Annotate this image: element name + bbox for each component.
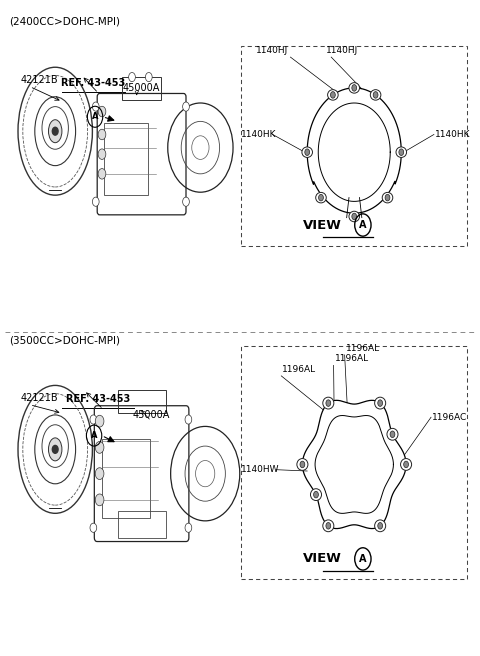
Ellipse shape: [370, 90, 381, 100]
Ellipse shape: [316, 192, 326, 203]
Text: 1140HJ: 1140HJ: [326, 46, 359, 55]
Circle shape: [52, 445, 58, 453]
Text: 42121B: 42121B: [20, 75, 58, 85]
Circle shape: [98, 106, 106, 117]
Text: 42121B: 42121B: [20, 394, 58, 403]
Circle shape: [385, 194, 390, 201]
Bar: [122, 77, 161, 100]
Ellipse shape: [375, 397, 386, 409]
Text: 1196AL: 1196AL: [346, 344, 380, 353]
Text: A: A: [359, 554, 367, 564]
Circle shape: [95, 468, 104, 480]
Ellipse shape: [311, 489, 322, 501]
Circle shape: [98, 169, 106, 179]
Ellipse shape: [349, 211, 360, 222]
Circle shape: [182, 102, 189, 111]
Text: 1196AL: 1196AL: [335, 354, 369, 363]
Circle shape: [352, 213, 357, 220]
Circle shape: [399, 149, 404, 155]
Text: A: A: [91, 431, 97, 440]
Circle shape: [300, 461, 305, 468]
Circle shape: [352, 85, 357, 91]
Ellipse shape: [387, 428, 398, 440]
Text: A: A: [92, 112, 98, 121]
Text: 1196AL: 1196AL: [282, 365, 316, 374]
Bar: [102, 440, 150, 518]
Ellipse shape: [297, 459, 308, 470]
Text: 45000A: 45000A: [123, 83, 160, 93]
Text: 1140HW: 1140HW: [241, 465, 280, 474]
Circle shape: [92, 197, 99, 206]
Ellipse shape: [375, 520, 386, 532]
Bar: [241, 346, 467, 579]
Circle shape: [129, 72, 135, 81]
Text: 45000A: 45000A: [132, 410, 170, 420]
Circle shape: [92, 102, 99, 111]
Ellipse shape: [323, 520, 334, 532]
Circle shape: [98, 149, 106, 159]
Circle shape: [90, 523, 96, 533]
Circle shape: [52, 127, 58, 135]
Circle shape: [182, 197, 189, 206]
Ellipse shape: [48, 438, 62, 461]
Circle shape: [326, 400, 331, 406]
Text: VIEW: VIEW: [303, 218, 342, 232]
Circle shape: [145, 72, 152, 81]
Ellipse shape: [382, 192, 393, 203]
Circle shape: [90, 415, 96, 424]
Circle shape: [313, 491, 318, 498]
Text: 1140HJ: 1140HJ: [256, 46, 288, 55]
Text: (2400CC>DOHC-MPI): (2400CC>DOHC-MPI): [9, 16, 120, 26]
Bar: [118, 512, 166, 538]
Circle shape: [326, 523, 331, 529]
Text: 1140HK: 1140HK: [435, 130, 470, 139]
Ellipse shape: [302, 147, 312, 157]
Text: (3500CC>DOHC-MPI): (3500CC>DOHC-MPI): [9, 336, 120, 346]
Text: 1196AC: 1196AC: [432, 413, 467, 422]
Circle shape: [404, 461, 408, 468]
Circle shape: [185, 415, 192, 424]
Ellipse shape: [328, 90, 338, 100]
Circle shape: [319, 194, 324, 201]
Circle shape: [378, 400, 383, 406]
Text: 1140HK: 1140HK: [241, 130, 277, 139]
Text: REF. 43-453: REF. 43-453: [66, 394, 131, 404]
Circle shape: [390, 431, 395, 438]
Ellipse shape: [48, 119, 62, 142]
Bar: [241, 46, 467, 246]
Circle shape: [331, 92, 336, 98]
Circle shape: [185, 523, 192, 533]
Circle shape: [95, 415, 104, 427]
Circle shape: [373, 92, 378, 98]
Circle shape: [95, 494, 104, 506]
Text: A: A: [359, 220, 367, 230]
Ellipse shape: [400, 459, 411, 470]
Ellipse shape: [349, 83, 360, 93]
Circle shape: [305, 149, 310, 155]
Circle shape: [95, 441, 104, 453]
Circle shape: [378, 523, 383, 529]
Text: REF. 43-453: REF. 43-453: [61, 78, 126, 88]
Bar: [118, 390, 166, 413]
Circle shape: [98, 129, 106, 140]
Ellipse shape: [323, 397, 334, 409]
Bar: [105, 123, 148, 195]
Text: VIEW: VIEW: [303, 552, 342, 565]
Ellipse shape: [396, 147, 407, 157]
